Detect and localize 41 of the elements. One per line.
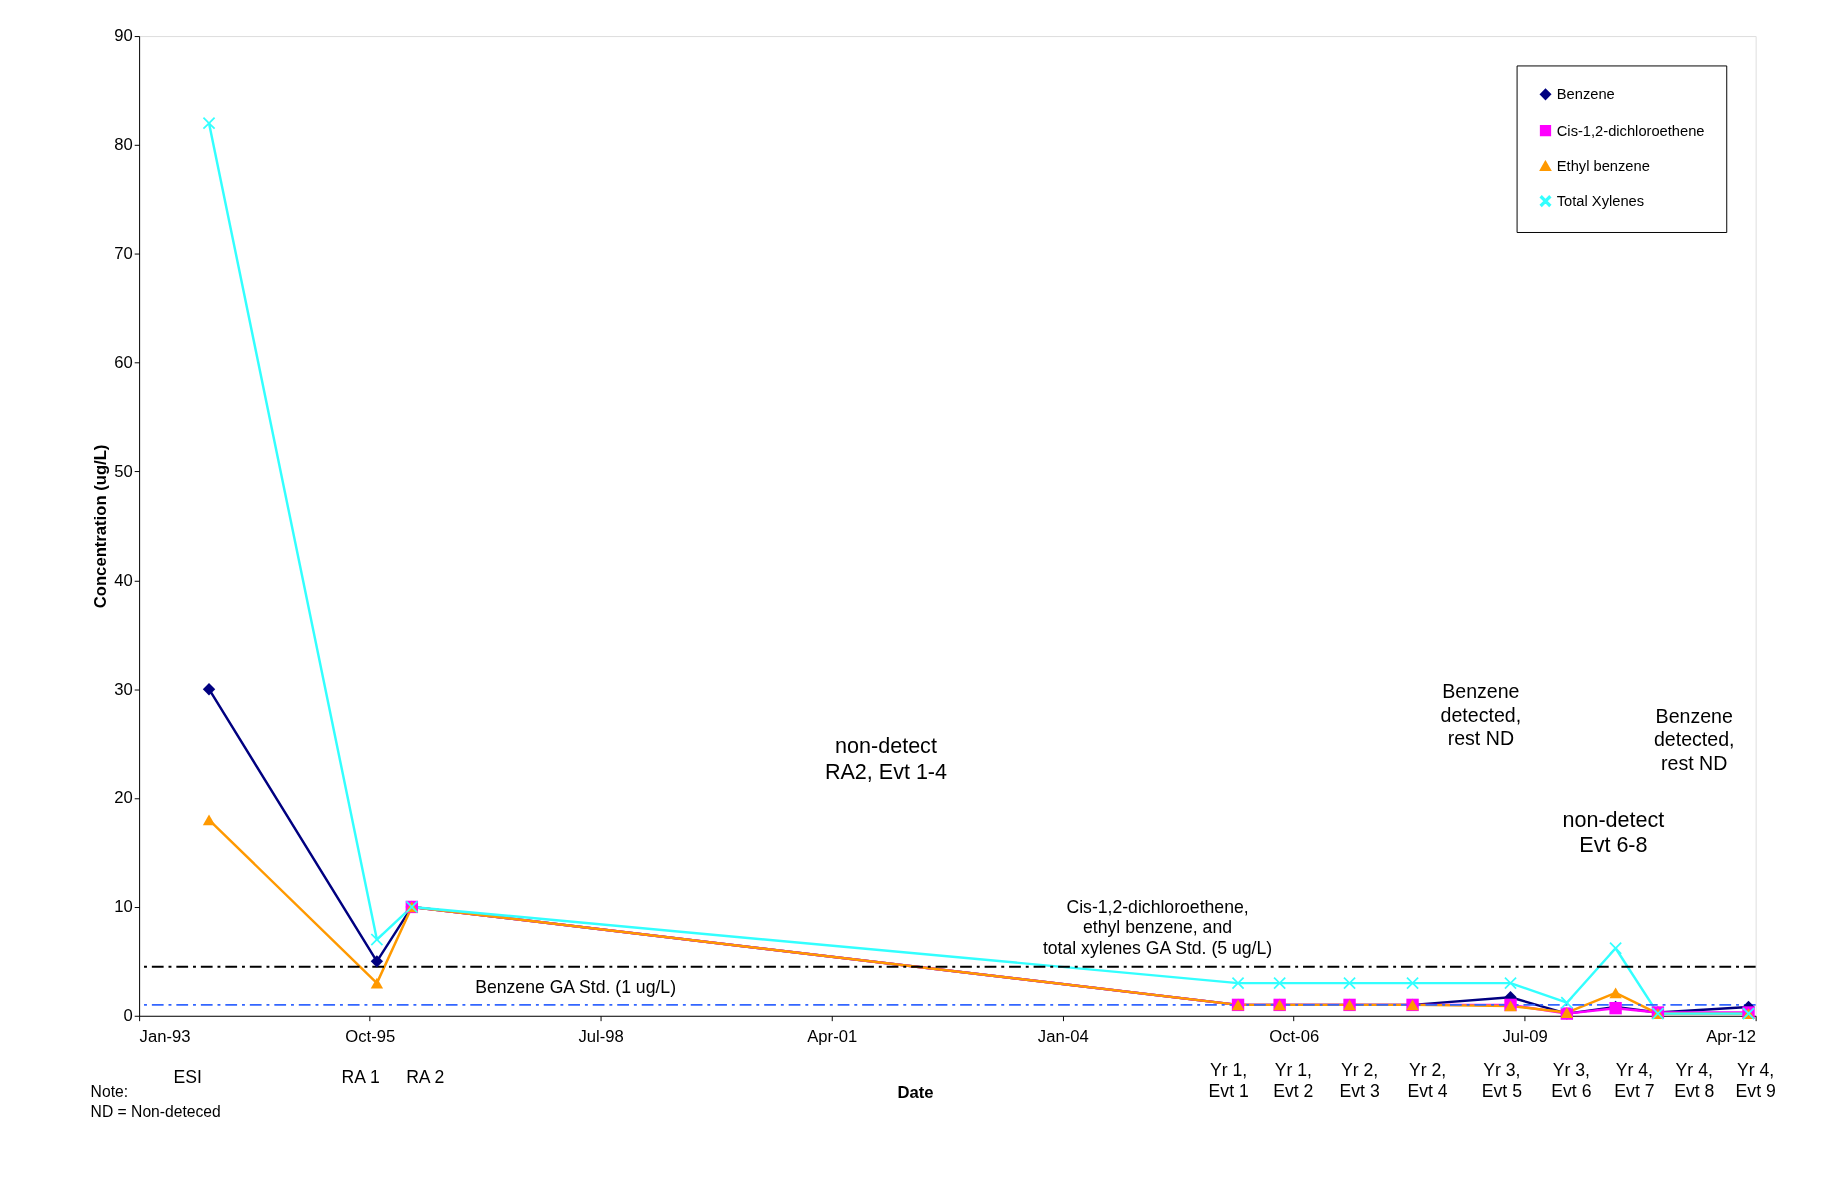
text: Yr 1, Evt 1 (1208, 1059, 1249, 1102)
y-axis-title: Concentration (ug/L) (91, 444, 111, 609)
text: Yr 2, Evt 4 (1407, 1059, 1448, 1102)
x-tick-label: Jul-98 (578, 1026, 624, 1046)
annotation: non-detect Evt 6-8 (1562, 806, 1665, 858)
x-tick-label: Jul-09 (1502, 1026, 1548, 1046)
y-tick-label: 60 (114, 353, 133, 373)
legend-label: Ethyl benzene (1556, 157, 1650, 174)
x-tick-label: Oct-06 (1269, 1026, 1320, 1046)
text: RA 1 (341, 1067, 380, 1088)
ref-line-label: Benzene GA Std. (1 ug/L) (475, 977, 677, 998)
y-tick-label: 50 (114, 461, 133, 481)
x-tick-label: Oct-95 (345, 1026, 396, 1046)
x-tick-label: Apr-12 (1706, 1026, 1757, 1046)
legend-label: Total Xylenes (1556, 193, 1645, 210)
text: RA 2 (406, 1067, 445, 1088)
annotation: non-detect RA2, Evt 1-4 (824, 733, 948, 784)
x-tick-label: Jan-93 (139, 1026, 191, 1046)
text: Yr 3, Evt 5 (1481, 1059, 1523, 1102)
y-tick-label: 80 (114, 135, 133, 155)
y-tick-label: 0 (123, 1006, 133, 1026)
y-tick-label: 30 (114, 679, 133, 699)
annotation: Benzene detected, rest ND (1440, 680, 1522, 750)
y-tick-label: 40 (114, 570, 133, 590)
x-axis-title: Date (897, 1082, 934, 1102)
annotation: Benzene detected, rest ND (1653, 704, 1735, 774)
x-tick-label: Jan-04 (1037, 1026, 1089, 1046)
x-tick-label: Apr-01 (807, 1026, 858, 1046)
legend-label: Benzene (1556, 86, 1615, 103)
text: Yr 4, Evt 7 (1614, 1059, 1655, 1102)
legend-label: Cis-1,2-dichloroethene (1556, 122, 1705, 139)
y-tick-label: 20 (114, 788, 133, 808)
y-tick-label: 90 (114, 26, 133, 46)
text: Yr 4, Evt 8 (1674, 1059, 1715, 1102)
text: Yr 4, Evt 9 (1735, 1059, 1776, 1102)
text: Yr 2, Evt 3 (1339, 1059, 1380, 1102)
text: Yr 3, Evt 6 (1551, 1059, 1592, 1102)
text: Yr 1, Evt 2 (1273, 1059, 1314, 1102)
y-tick-label: 10 (114, 897, 133, 917)
ref-line-label: Cis-1,2-dichloroethene, ethyl benzene, and total xylenes GA Std. (5 ug/L) (1042, 896, 1273, 959)
y-tick-label: 70 (114, 244, 133, 264)
